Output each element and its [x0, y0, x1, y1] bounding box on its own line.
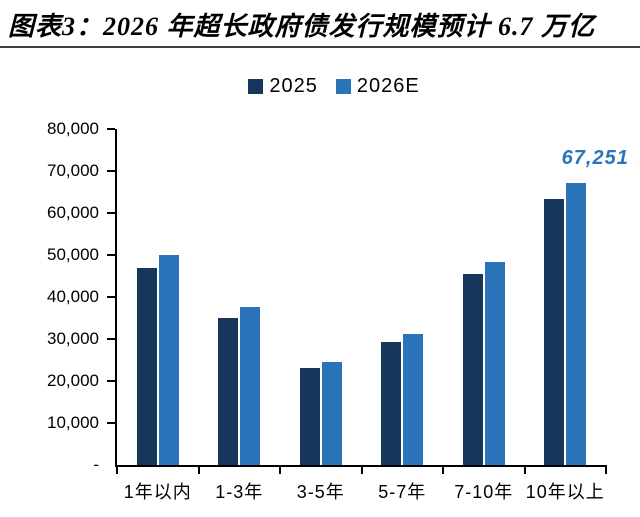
bar-2025-5-7年	[381, 342, 401, 465]
x-axis-label: 10年以上	[525, 482, 605, 502]
plot-area	[117, 129, 606, 465]
x-axis-tick	[116, 467, 118, 474]
y-axis-tick	[107, 380, 115, 382]
y-axis-label: 10,000	[47, 413, 99, 432]
bar-2025-1年以内	[137, 268, 157, 465]
y-axis-label: 60,000	[47, 203, 99, 222]
x-axis-tick	[605, 467, 607, 474]
y-axis-label: 80,000	[47, 119, 99, 138]
title-divider	[0, 46, 640, 48]
y-axis-tick	[107, 254, 115, 256]
y-axis-tick	[107, 212, 115, 214]
bar-2025-10年以上	[544, 199, 564, 465]
legend-item-2026e: 2026E	[335, 75, 420, 98]
data-label-67251: 67,251	[561, 146, 629, 169]
y-axis-label: 40,000	[47, 287, 99, 306]
x-axis-tick	[197, 467, 200, 474]
y-axis-tick	[107, 128, 115, 130]
bar-2026E-1年以内	[159, 255, 179, 465]
bar-2025-3-5年	[300, 368, 320, 465]
y-axis-label: 20,000	[47, 371, 99, 390]
x-axis-tick	[523, 467, 526, 474]
bar-2025-7-10年	[463, 274, 483, 465]
x-axis-label: 7-10年	[454, 482, 514, 502]
y-axis-tick	[107, 338, 115, 340]
bar-2026E-1-3年	[240, 307, 260, 465]
x-axis-label: 5-7年	[378, 482, 427, 502]
legend-swatch-2026e	[335, 79, 351, 94]
x-axis-tick	[279, 467, 281, 474]
bar-2026E-10年以上	[566, 183, 586, 465]
bar-2026E-7-10年	[485, 262, 505, 465]
legend-swatch-2025	[248, 79, 264, 94]
x-axis-label: 1-3年	[215, 482, 264, 502]
legend-label-2025: 2025	[269, 75, 318, 97]
y-axis-label: -	[93, 455, 99, 474]
x-axis-label: 1年以内	[123, 482, 192, 502]
legend: 2025 2026E	[0, 75, 640, 98]
bar-2026E-3-5年	[322, 362, 342, 465]
bar-2025-1-3年	[218, 318, 238, 465]
x-axis-line	[115, 465, 607, 467]
legend-item-2025: 2025	[248, 75, 318, 98]
legend-label-2026e: 2026E	[356, 75, 420, 97]
y-axis-tick	[107, 170, 115, 172]
bar-2026E-5-7年	[403, 334, 423, 465]
y-axis-label: 50,000	[47, 245, 99, 264]
y-axis-line	[115, 129, 117, 467]
chart-title: 图表3：2026 年超长政府债发行规模预计 6.7 万亿	[8, 12, 596, 41]
y-axis-tick	[107, 422, 115, 424]
x-axis-tick	[442, 467, 444, 474]
y-axis-label: 70,000	[47, 161, 99, 180]
x-axis-tick	[360, 467, 363, 474]
y-axis-tick	[107, 296, 115, 298]
y-axis-label: 30,000	[47, 329, 99, 348]
x-axis-label: 3-5年	[296, 482, 345, 502]
